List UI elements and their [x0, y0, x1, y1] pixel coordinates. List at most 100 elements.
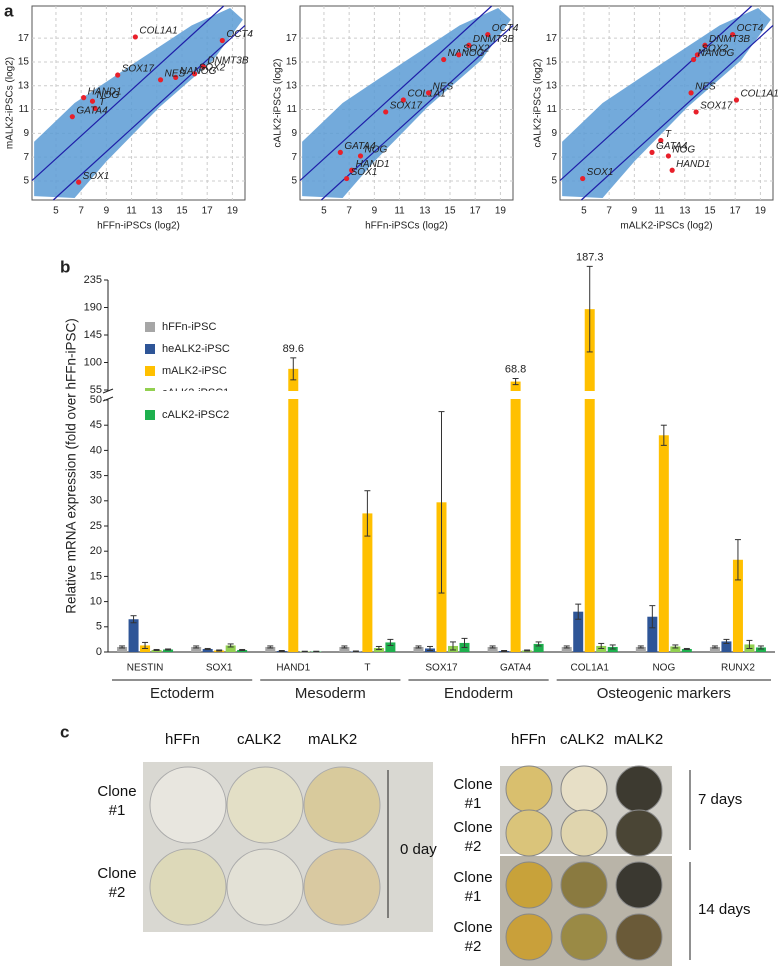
point-label: HAND1: [88, 86, 122, 97]
point-label: SOX2: [463, 43, 490, 54]
y-tick-label: 5: [96, 621, 102, 633]
legend-swatch: [145, 344, 155, 354]
y-tick-label: 5: [551, 176, 557, 187]
well: [560, 861, 608, 909]
y-tick-label: 50: [90, 394, 102, 406]
y-axis-label: cALK2-iPSCs (log2): [273, 59, 284, 148]
bar: [533, 643, 544, 652]
data-point: [702, 42, 708, 48]
well: [505, 913, 553, 961]
x-tick-label: 9: [632, 206, 638, 217]
x-axis-label: mALK2-iPSCs (log2): [620, 221, 712, 232]
data-point: [485, 31, 491, 38]
column-label: cALK2: [237, 731, 282, 748]
point-label: OCT4: [226, 29, 253, 40]
y-tick-label: 13: [546, 80, 558, 91]
row-label: Clone #2: [97, 865, 137, 901]
y-tick-label: 15: [546, 57, 558, 68]
column-label: cALK2: [560, 731, 605, 748]
data-point: [441, 56, 447, 63]
point-label: SOX1: [587, 167, 614, 178]
point-label: DNMT3B: [709, 34, 750, 45]
y-tick-label: 40: [90, 444, 102, 456]
expression-cloud: [562, 7, 771, 199]
x-tick-label: 17: [730, 206, 742, 217]
x-tick-label: COL1A1: [571, 663, 610, 674]
data-point: [693, 109, 699, 115]
bar: [362, 513, 373, 652]
point-label: T: [99, 97, 106, 108]
data-point: [456, 52, 462, 58]
y-tick-label: 5: [291, 176, 297, 187]
data-point: [200, 64, 207, 70]
group-label: Endoderm: [444, 685, 513, 702]
row-label: Clone #1: [97, 783, 137, 819]
well: [149, 848, 227, 926]
point-label: DNMT3B: [207, 55, 248, 66]
bar: [755, 647, 766, 652]
well: [226, 766, 304, 844]
row-label: Clone #2: [453, 919, 493, 955]
x-tick-label: 11: [394, 206, 405, 217]
x-tick-label: NESTIN: [127, 663, 164, 674]
data-point: [690, 56, 697, 63]
y-tick-label: 30: [90, 495, 102, 507]
x-tick-label: T: [364, 663, 370, 674]
well: [615, 861, 663, 909]
bar: [288, 368, 299, 652]
point-label: SOX17: [122, 64, 155, 75]
data-point: [730, 31, 736, 38]
y-tick-label: 145: [84, 329, 102, 341]
x-axis-label: hFFn-iPSCs (log2): [365, 221, 448, 232]
bar: [202, 648, 213, 652]
legend-swatch: [145, 322, 155, 332]
panel-label: b: [60, 257, 70, 276]
point-label: NANOG: [698, 48, 735, 59]
x-tick-label: 17: [470, 206, 482, 217]
diagonal: [52, 24, 246, 201]
y-tick-label: 7: [23, 152, 29, 163]
data-point: [219, 37, 225, 44]
legend-label: hFFn-iPSC: [162, 321, 216, 333]
bar: [635, 646, 646, 652]
y-tick-label: 0: [96, 646, 102, 658]
data-point: [92, 105, 98, 111]
point-label: SOX2: [701, 43, 728, 54]
x-tick-label: 11: [654, 206, 665, 217]
bar: [681, 648, 692, 652]
time-label: 0 day: [400, 841, 437, 858]
point-label: SOX17: [390, 101, 423, 112]
y-tick-label: 11: [287, 104, 298, 115]
x-tick-label: 9: [372, 206, 378, 217]
x-tick-label: GATA4: [500, 663, 532, 674]
y-tick-label: 55: [90, 384, 102, 396]
point-label: HAND1: [356, 159, 390, 170]
bar: [373, 647, 384, 652]
expression-cloud: [34, 7, 243, 199]
x-tick-label: 15: [704, 206, 716, 217]
y-tick-label: 25: [90, 520, 102, 532]
data-point: [157, 77, 164, 83]
bar: [339, 646, 350, 652]
legend-swatch: [145, 410, 155, 420]
data-point: [337, 149, 343, 155]
y-tick-label: 9: [291, 128, 297, 139]
row-label: Clone #1: [453, 776, 493, 812]
x-tick-label: SOX1: [206, 663, 233, 674]
y-tick-label: 35: [90, 470, 102, 482]
bar: [573, 611, 584, 652]
x-tick-label: 11: [126, 206, 137, 217]
bar: [658, 435, 669, 652]
point-label: OCT4: [492, 23, 519, 34]
data-point: [658, 137, 664, 144]
y-tick-label: 15: [18, 57, 30, 68]
column-label: hFFn: [511, 731, 547, 748]
well: [303, 766, 381, 844]
bar: [151, 649, 162, 652]
data-point: [733, 97, 740, 103]
y-axis-label: mALK2-iPSCs (log2): [5, 57, 16, 149]
point-label: HAND1: [676, 159, 710, 170]
point-label: NANOG: [448, 48, 485, 59]
axis-break: [102, 391, 775, 399]
